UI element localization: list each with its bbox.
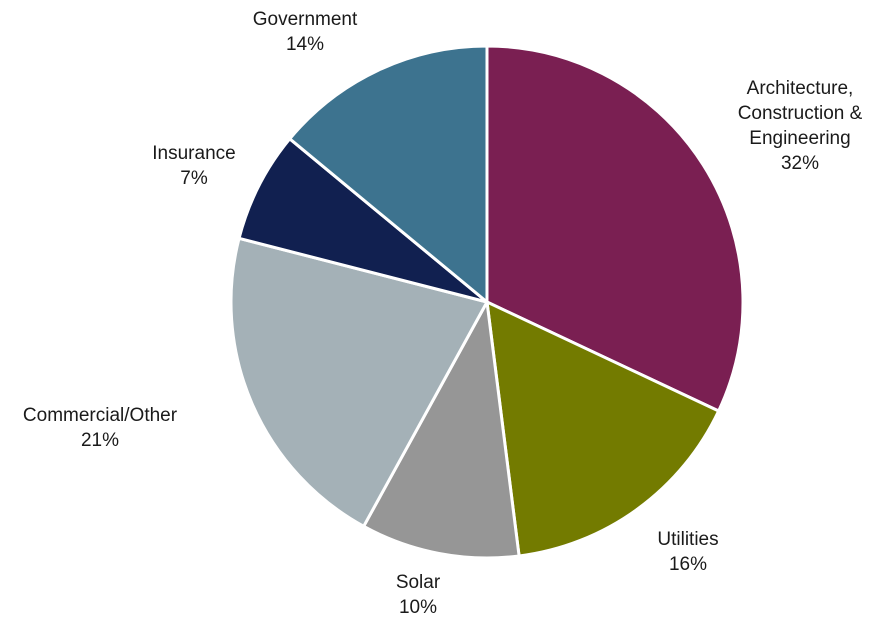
slice-label-insurance: Insurance 7% — [152, 143, 235, 189]
slice-percent: 14% — [286, 34, 324, 55]
slice-label-solar: Solar 10% — [396, 572, 441, 618]
slice-label-line: Insurance — [152, 143, 235, 164]
slice-label-utilities: Utilities 16% — [657, 529, 718, 575]
pie-slices — [229, 44, 745, 560]
slice-label-line: Government — [253, 9, 358, 30]
slice-label-line: Architecture, — [747, 78, 854, 99]
slice-label-architecture-construction-engineering: Architecture, Construction & Engineering 32… — [738, 78, 863, 174]
slice-label-line: Solar — [396, 572, 441, 593]
slice-label-commercial-other: Commercial/Other 21% — [23, 405, 178, 451]
slice-label-line: Construction & — [738, 103, 863, 124]
pie-slice-architecture-construction-engineering — [485, 44, 745, 413]
slice-percent: 10% — [399, 597, 437, 618]
pie-slice-commercial-other — [229, 236, 489, 528]
pie-slice-solar — [362, 300, 521, 560]
slice-label-line: Commercial/Other — [23, 405, 178, 426]
slice-percent: 21% — [81, 430, 119, 451]
pie-slice-government — [288, 44, 489, 304]
slice-percent: 7% — [180, 168, 208, 189]
pie-slice-utilities — [485, 300, 721, 558]
slice-label-line: Engineering — [749, 128, 850, 149]
pie-labels: Architecture, Construction & Engineering 32… — [23, 9, 863, 618]
slice-percent: 32% — [781, 153, 819, 174]
pie-slice-insurance — [237, 137, 489, 304]
slice-label-government: Government 14% — [253, 9, 358, 55]
slice-label-line: Utilities — [657, 529, 718, 550]
slice-percent: 16% — [669, 554, 707, 575]
